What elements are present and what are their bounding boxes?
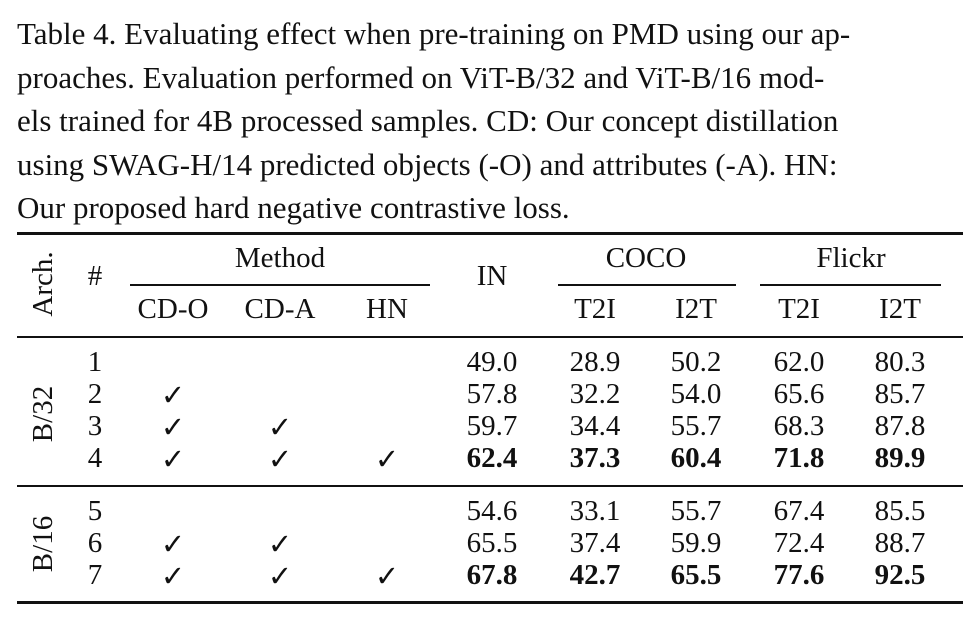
header-coco-i2t: I2T	[675, 293, 717, 325]
coco-t2i-value: 32.2	[569, 378, 621, 410]
caption-line: proaches. Evaluation performed on ViT-B/…	[17, 59, 825, 95]
coco-cmidrule	[558, 284, 736, 286]
flickr-t2i-value: 77.6	[773, 559, 825, 591]
header-flickr-t2i: T2I	[778, 293, 820, 325]
check-icon: ✓	[160, 444, 186, 476]
header-num: #	[87, 260, 103, 292]
bottom-rule	[17, 601, 963, 604]
in-value: 67.8	[466, 559, 518, 591]
row-num: 4	[87, 442, 103, 474]
row-num: 7	[87, 559, 103, 591]
caption-line: Table 4. Evaluating effect when pre-trai…	[17, 16, 851, 51]
in-value: 54.6	[466, 495, 518, 527]
check-icon: ✓	[160, 529, 186, 561]
flickr-i2t-value: 89.9	[874, 442, 926, 474]
in-value: 59.7	[466, 410, 518, 442]
header-cd-a: CD-A	[244, 293, 316, 325]
in-value: 65.5	[466, 527, 518, 559]
header-cd-o: CD-O	[137, 293, 209, 325]
check-icon: ✓	[267, 561, 293, 593]
flickr-i2t-value: 88.7	[874, 527, 926, 559]
header-rule	[17, 336, 963, 338]
flickr-i2t-value: 80.3	[874, 346, 926, 378]
coco-i2t-value: 55.7	[670, 410, 722, 442]
check-icon: ✓	[267, 444, 293, 476]
in-value: 57.8	[466, 378, 518, 410]
top-rule	[17, 232, 963, 235]
flickr-t2i-value: 71.8	[773, 442, 825, 474]
check-icon: ✓	[374, 444, 400, 476]
method-cmidrule	[130, 284, 430, 286]
flickr-i2t-value: 92.5	[874, 559, 926, 591]
row-num: 6	[87, 527, 103, 559]
arch-label: B/16	[27, 515, 59, 573]
coco-t2i-value: 37.4	[569, 527, 621, 559]
flickr-t2i-value: 68.3	[773, 410, 825, 442]
table-caption: Table 4. Evaluating effect when pre-trai…	[17, 12, 962, 230]
flickr-t2i-value: 72.4	[773, 527, 825, 559]
flickr-t2i-value: 62.0	[773, 346, 825, 378]
caption-line: Our proposed hard negative contrastive l…	[17, 190, 570, 225]
coco-i2t-value: 65.5	[670, 559, 722, 591]
row-num: 2	[87, 378, 103, 410]
header-in: IN	[476, 260, 508, 292]
coco-t2i-value: 28.9	[569, 346, 621, 378]
check-icon: ✓	[160, 380, 186, 412]
in-value: 62.4	[466, 442, 518, 474]
coco-i2t-value: 54.0	[670, 378, 722, 410]
check-icon: ✓	[267, 529, 293, 561]
flickr-t2i-value: 67.4	[773, 495, 825, 527]
coco-t2i-value: 37.3	[569, 442, 621, 474]
row-num: 3	[87, 410, 103, 442]
flickr-i2t-value: 85.7	[874, 378, 926, 410]
flickr-t2i-value: 65.6	[773, 378, 825, 410]
coco-i2t-value: 59.9	[670, 527, 722, 559]
check-icon: ✓	[160, 561, 186, 593]
header-flickr-i2t: I2T	[879, 293, 921, 325]
flickr-cmidrule	[760, 284, 941, 286]
coco-i2t-value: 55.7	[670, 495, 722, 527]
flickr-i2t-value: 85.5	[874, 495, 926, 527]
coco-t2i-value: 42.7	[569, 559, 621, 591]
coco-t2i-value: 34.4	[569, 410, 621, 442]
header-arch: Arch.	[27, 251, 59, 317]
check-icon: ✓	[160, 412, 186, 444]
header-hn: HN	[366, 293, 408, 325]
arch-label: B/32	[27, 385, 59, 443]
caption-line: using SWAG-H/14 predicted objects (-O) a…	[17, 146, 838, 182]
results-table: Arch. # Method IN COCO Flickr CD-O CD-A …	[17, 232, 963, 612]
in-value: 49.0	[466, 346, 518, 378]
header-method: Method	[234, 242, 326, 274]
row-num: 1	[87, 346, 103, 378]
coco-t2i-value: 33.1	[569, 495, 621, 527]
header-coco-t2i: T2I	[574, 293, 616, 325]
row-num: 5	[87, 495, 103, 527]
check-icon: ✓	[267, 412, 293, 444]
caption-line: els trained for 4B processed samples. CD…	[17, 103, 839, 138]
group-rule	[17, 485, 963, 487]
flickr-i2t-value: 87.8	[874, 410, 926, 442]
coco-i2t-value: 60.4	[670, 442, 722, 474]
check-icon: ✓	[374, 561, 400, 593]
header-coco: COCO	[605, 242, 687, 274]
coco-i2t-value: 50.2	[670, 346, 722, 378]
header-flickr: Flickr	[816, 242, 886, 274]
